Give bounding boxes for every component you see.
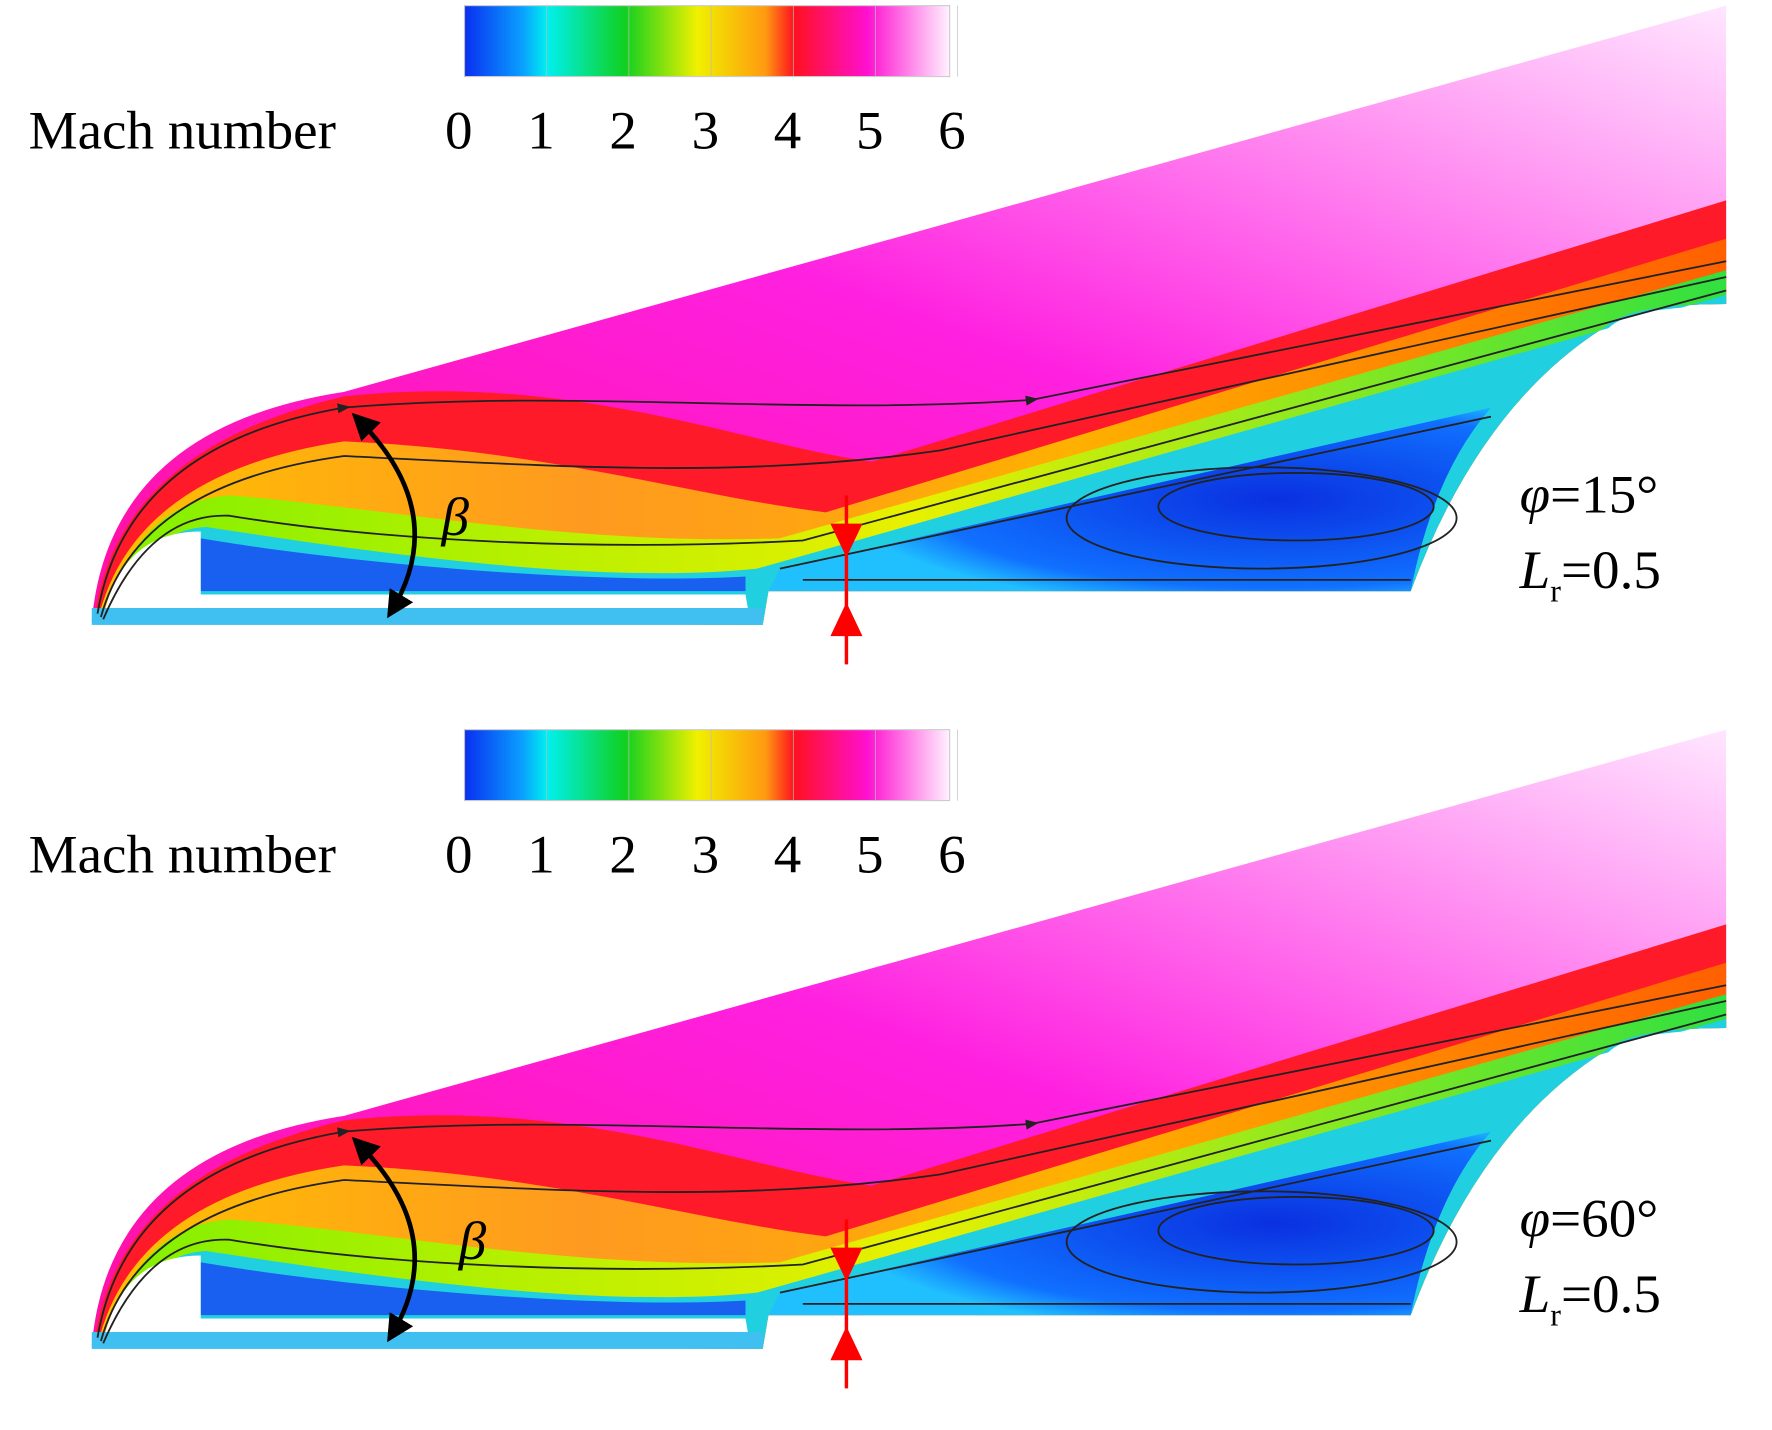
colorbar-tick-label: 6 bbox=[938, 824, 966, 884]
colorbar bbox=[463, 729, 951, 802]
length-subscript: r bbox=[1550, 1298, 1561, 1333]
flow-field-2 bbox=[92, 730, 1726, 1389]
colorbar-tick-label: 5 bbox=[856, 824, 884, 884]
phi-symbol: φ bbox=[1520, 1188, 1550, 1248]
colorbar-tick-label: 3 bbox=[692, 100, 720, 160]
colorbar-tick-label: 1 bbox=[527, 824, 555, 884]
length-symbol: L bbox=[1519, 1263, 1551, 1323]
flow-field-1 bbox=[92, 6, 1726, 665]
panel: Mach number 0 1 2 3 4 5 6 β φ=15° Lr=0.5 bbox=[29, 5, 1661, 608]
angle-label: β bbox=[458, 1210, 487, 1270]
phi-label: φ=15° bbox=[1520, 464, 1659, 524]
colorbar-tick-label: 3 bbox=[692, 824, 720, 884]
phi-label: φ=60° bbox=[1520, 1188, 1659, 1248]
colorbar-label: Mach number bbox=[29, 824, 336, 884]
length-symbol: L bbox=[1519, 539, 1551, 599]
length-value: =0.5 bbox=[1561, 1263, 1661, 1323]
length-value: =0.5 bbox=[1561, 539, 1661, 599]
phi-value: =60° bbox=[1550, 1188, 1658, 1248]
phi-symbol: φ bbox=[1520, 464, 1550, 524]
colorbar-tick-label: 6 bbox=[938, 100, 966, 160]
length-subscript: r bbox=[1550, 574, 1561, 609]
colorbar-tick-label: 0 bbox=[445, 100, 473, 160]
colorbar-tick-label: 0 bbox=[445, 824, 473, 884]
colorbar-tick-label: 4 bbox=[774, 824, 802, 884]
colorbar-tick-label: 2 bbox=[609, 824, 637, 884]
panel: Mach number 0 1 2 3 4 5 6 β φ=60° Lr=0.5 bbox=[29, 729, 1661, 1332]
angle-label: β bbox=[441, 486, 470, 546]
phi-value: =15° bbox=[1550, 464, 1658, 524]
colorbar-tick-label: 4 bbox=[774, 100, 802, 160]
colorbar bbox=[463, 5, 951, 78]
length-label: Lr=0.5 bbox=[1519, 539, 1661, 608]
colorbar-tick-label: 5 bbox=[856, 100, 884, 160]
length-label: Lr=0.5 bbox=[1519, 1263, 1661, 1332]
colorbar-label: Mach number bbox=[29, 100, 336, 160]
colorbar-tick-label: 2 bbox=[609, 100, 637, 160]
colorbar-tick-label: 1 bbox=[527, 100, 555, 160]
